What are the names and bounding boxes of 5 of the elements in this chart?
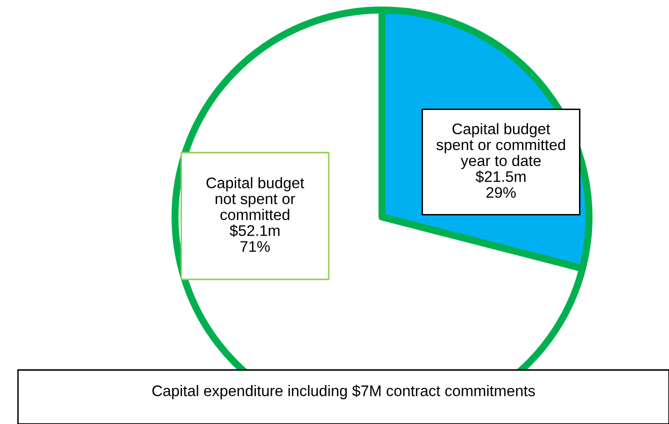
slice-label: Capital budget not spent or committed — [206, 177, 304, 220]
data-label: $52.1m 71% — [230, 224, 280, 252]
slice-label: Capital budget spent or committed year to date — [436, 123, 565, 170]
text: Capital expenditure including $7M contract commitments — [152, 384, 535, 400]
data-label: $21.5m 29% — [476, 170, 526, 198]
